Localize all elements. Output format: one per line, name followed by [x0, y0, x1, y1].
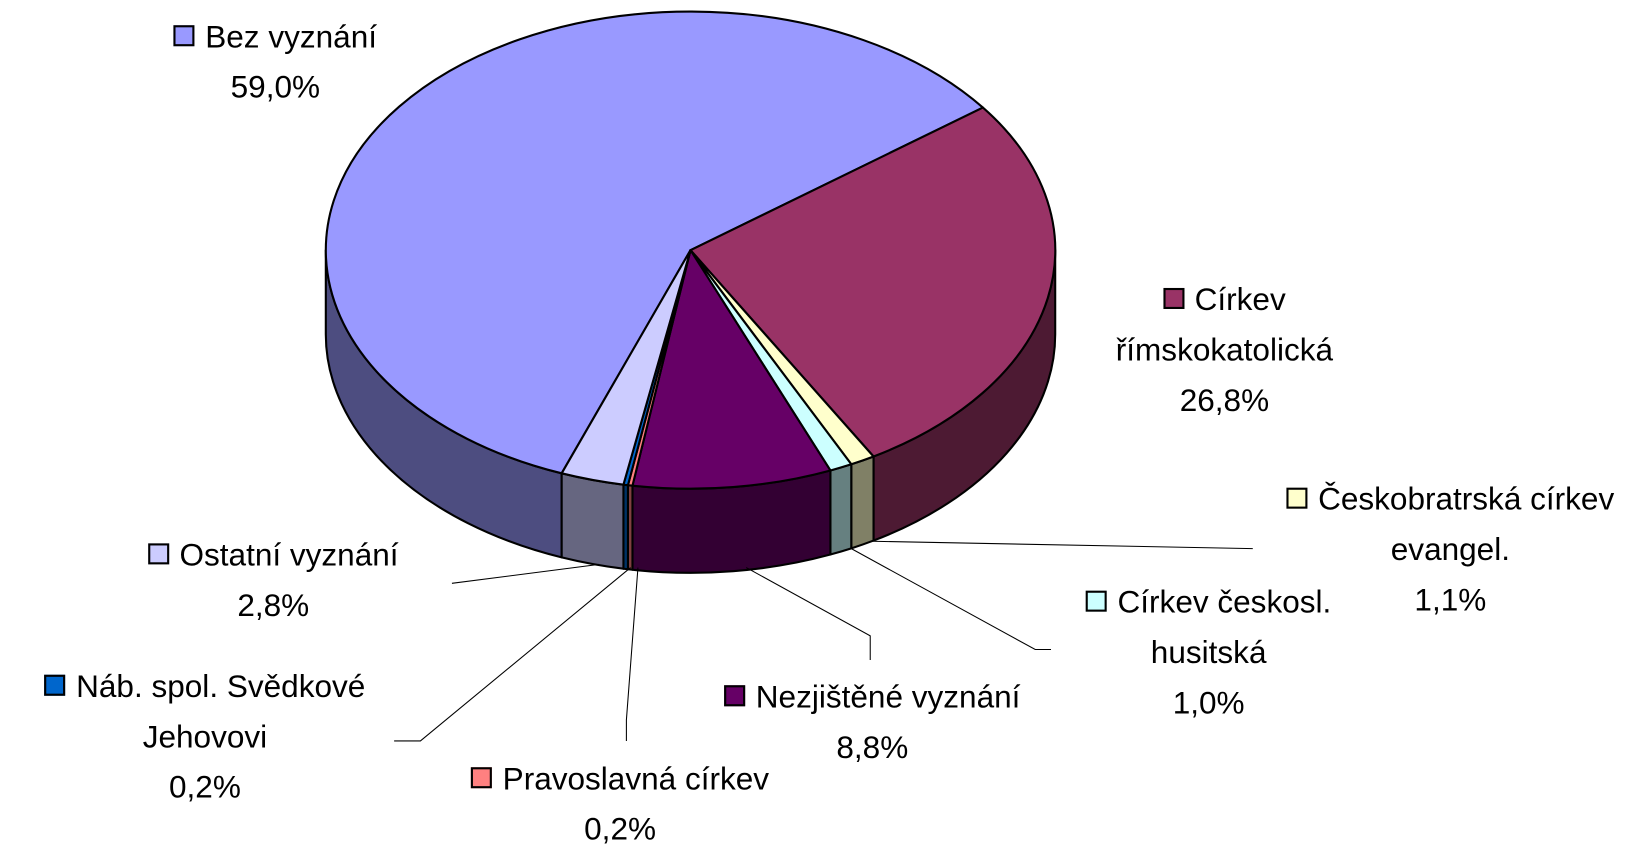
data-label: Ostatní vyznání 2,8%: [105, 531, 441, 632]
slice: [324, 10, 984, 475]
category-name: Církev českosl. husitská: [1117, 585, 1332, 671]
value-label: 26,8%: [1179, 383, 1270, 419]
data-label: Církev českosl. husitská 1,0%: [1051, 578, 1366, 729]
data-label: Bez vyznání 59,0%: [118, 13, 433, 114]
data-label: Pravoslavná církev 0,2%: [431, 755, 809, 856]
legend-swatch: [724, 685, 746, 707]
legend-swatch: [173, 25, 195, 47]
data-label: Náb. spol. Svědkové Jehovovi 0,2%: [5, 662, 404, 813]
value-label: 59,0%: [230, 70, 321, 106]
value-label: 0,2%: [168, 770, 241, 806]
data-label: Církev římskokatolická 26,8%: [1072, 275, 1377, 426]
leader-line: [451, 563, 600, 584]
leader-line: [745, 567, 871, 661]
category-name: Českobratrská církev evangel.: [1318, 482, 1615, 568]
slice: [560, 249, 692, 486]
slice-side: [560, 472, 625, 570]
category-name: Bez vyznání: [205, 19, 377, 55]
data-label: Nezjištěné vyznání 8,8%: [683, 673, 1061, 774]
leader-lines: [394, 540, 1253, 742]
leader-line: [625, 567, 639, 741]
slices: [324, 10, 1057, 574]
slice: [631, 249, 832, 490]
value-label: 8,8%: [836, 730, 909, 766]
slice: [689, 106, 1057, 458]
legend-swatch: [1085, 590, 1108, 612]
data-label: Českobratrská církev evangel. 1,1%: [1251, 475, 1648, 626]
value-label: 0,2%: [584, 812, 657, 848]
legend-swatch: [1163, 287, 1185, 309]
legend-swatch: [471, 767, 493, 789]
value-label: 1,0%: [1172, 686, 1245, 721]
category-name: Nezjištěné vyznání: [755, 679, 1021, 715]
category-name: Církev římskokatolická: [1115, 282, 1334, 368]
category-name: Ostatní vyznání: [179, 538, 399, 573]
legend-swatch: [1286, 487, 1308, 509]
leader-line: [872, 540, 1253, 550]
value-label: 1,1%: [1414, 583, 1487, 618]
legend-swatch: [147, 543, 169, 565]
leader-line: [851, 548, 1051, 651]
value-label: 2,8%: [237, 588, 310, 624]
legend-swatch: [44, 674, 66, 696]
leader-line: [394, 567, 631, 742]
category-name: Náb. spol. Svědkové Jehovovi: [76, 669, 366, 755]
category-name: Pravoslavná církev: [502, 761, 770, 797]
slice-side: [850, 455, 875, 550]
slice-side: [829, 463, 853, 556]
